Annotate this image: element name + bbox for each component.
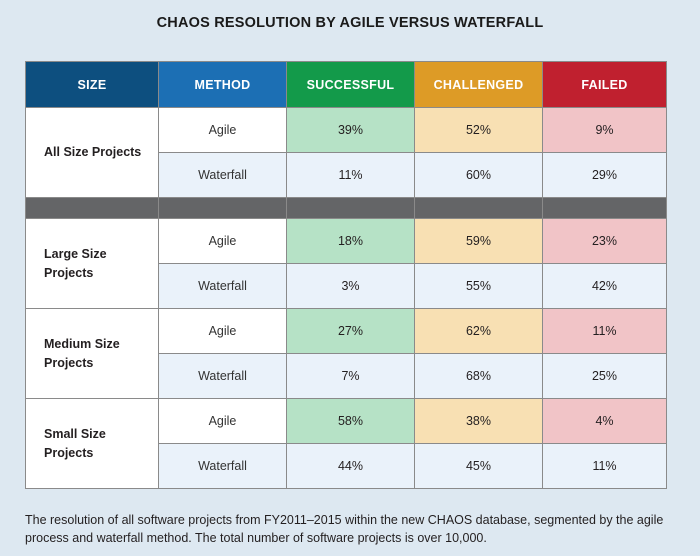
separator-cell	[158, 197, 287, 219]
header-failed: FAILED	[542, 61, 667, 108]
successful-cell: 18%	[286, 218, 415, 264]
challenged-cell: 59%	[414, 218, 543, 264]
failed-cell: 42%	[542, 263, 667, 309]
successful-cell: 44%	[286, 443, 415, 489]
header-challenged: CHALLENGED	[414, 61, 543, 108]
method-cell: Waterfall	[158, 353, 287, 399]
failed-cell: 4%	[542, 398, 667, 444]
challenged-cell: 52%	[414, 107, 543, 153]
table-row: Waterfall 3% 55% 42%	[26, 263, 667, 309]
table-row: Medium Size Projects Agile 27% 62% 11%	[25, 308, 667, 399]
successful-cell: 7%	[286, 353, 415, 399]
successful-cell: 3%	[286, 263, 415, 309]
challenged-cell: 55%	[414, 263, 543, 309]
method-cell: Agile	[158, 398, 287, 444]
challenged-cell: 38%	[414, 398, 543, 444]
table-row: All Size Projects Agile 39% 52% 9%	[25, 107, 667, 198]
header-method: METHOD	[158, 61, 287, 108]
size-label: Large Size Projects	[25, 218, 159, 309]
failed-cell: 11%	[542, 443, 667, 489]
successful-cell: 27%	[286, 308, 415, 354]
size-label: Medium Size Projects	[25, 308, 159, 399]
separator-row	[25, 197, 667, 219]
failed-cell: 23%	[542, 218, 667, 264]
failed-cell: 9%	[542, 107, 667, 153]
challenged-cell: 60%	[414, 152, 543, 198]
separator-cell	[25, 197, 159, 219]
size-label: All Size Projects	[25, 107, 159, 198]
method-cell: Waterfall	[158, 152, 287, 198]
table-row: Waterfall 11% 60% 29%	[26, 152, 667, 198]
table-row: Large Size Projects Agile 18% 59% 23%	[25, 218, 667, 309]
header-successful: SUCCESSFUL	[286, 61, 415, 108]
separator-cell	[286, 197, 415, 219]
failed-cell: 29%	[542, 152, 667, 198]
table-row: Waterfall 7% 68% 25%	[26, 353, 667, 399]
separator-cell	[414, 197, 543, 219]
chart-title: CHAOS RESOLUTION BY AGILE VERSUS WATERFA…	[156, 15, 544, 31]
successful-cell: 58%	[286, 398, 415, 444]
separator-cell	[542, 197, 667, 219]
successful-cell: 39%	[286, 107, 415, 153]
header-size: SIZE	[25, 61, 159, 108]
failed-cell: 25%	[542, 353, 667, 399]
failed-cell: 11%	[542, 308, 667, 354]
method-cell: Waterfall	[158, 443, 287, 489]
method-cell: Agile	[158, 107, 287, 153]
successful-cell: 11%	[286, 152, 415, 198]
challenged-cell: 62%	[414, 308, 543, 354]
table-row: Small Size Projects Agile 58% 38% 4%	[25, 398, 667, 489]
method-cell: Agile	[158, 218, 287, 264]
header-row: SIZE METHOD SUCCESSFUL CHALLENGED FAILED	[25, 61, 667, 108]
size-label: Small Size Projects	[25, 398, 159, 489]
challenged-cell: 68%	[414, 353, 543, 399]
challenged-cell: 45%	[414, 443, 543, 489]
method-cell: Agile	[158, 308, 287, 354]
table-row: Waterfall 44% 45% 11%	[26, 443, 667, 489]
chaos-table: SIZE METHOD SUCCESSFUL CHALLENGED FAILED…	[25, 61, 667, 489]
method-cell: Waterfall	[158, 263, 287, 309]
chart-caption: The resolution of all software projects …	[25, 513, 664, 545]
